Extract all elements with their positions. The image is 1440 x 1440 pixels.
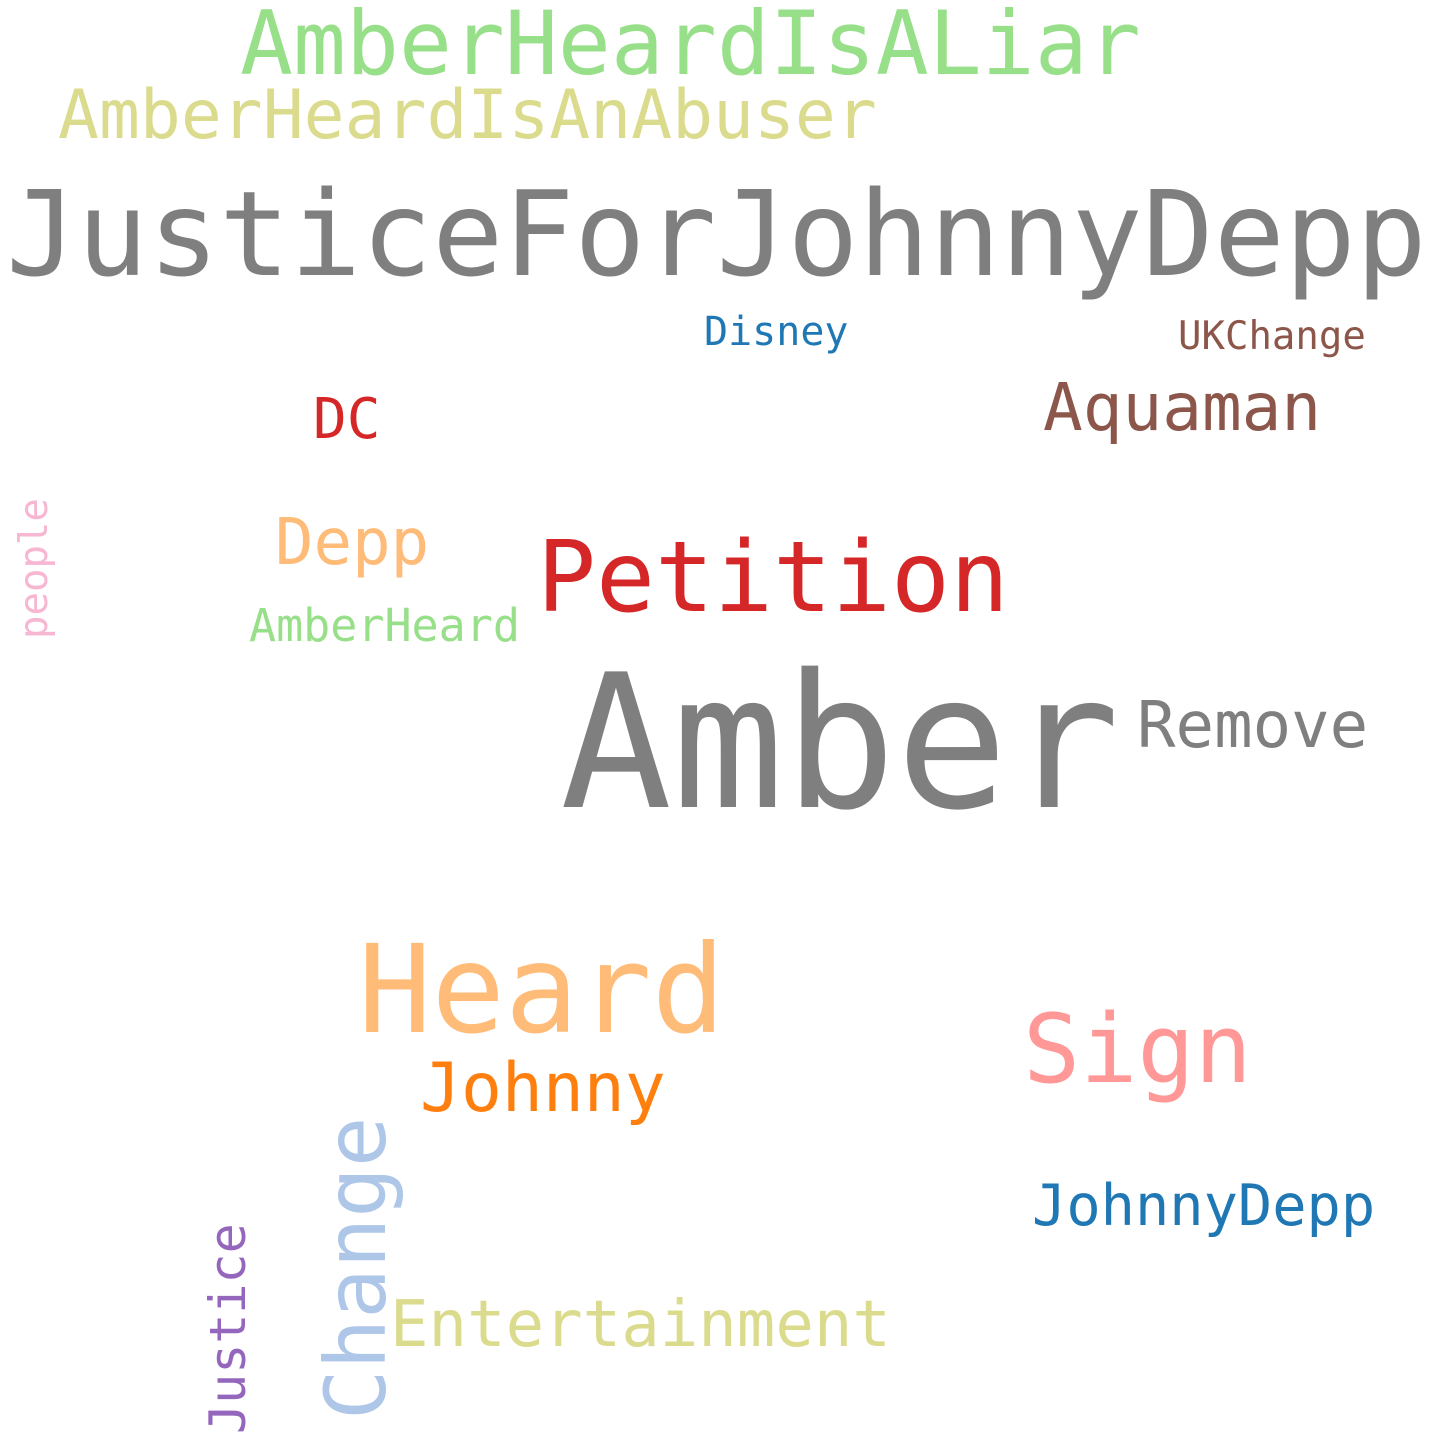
word-disney: Disney xyxy=(704,309,849,355)
word-amberheardisaliar: AmberHeardIsALiar xyxy=(240,0,1141,95)
word-johnny: Johnny xyxy=(420,1049,666,1128)
word-entertainment: Entertainment xyxy=(390,1288,891,1362)
word-amberheard: AmberHeard xyxy=(249,599,520,652)
word-aquaman: Aquaman xyxy=(1043,369,1322,446)
word-depp: Depp xyxy=(275,506,430,580)
word-people: people xyxy=(12,498,57,639)
word-sign: Sign xyxy=(1023,995,1252,1105)
word-justiceforjohnnydepp: JusticeForJohnnyDepp xyxy=(6,165,1427,303)
word-petition: Petition xyxy=(537,521,1010,635)
word-heard: Heard xyxy=(358,919,726,1061)
word-remove: Remove xyxy=(1137,689,1369,763)
word-ukchange: UKChange xyxy=(1178,314,1366,359)
word-amber: Amber xyxy=(560,634,1120,851)
word-change: Change xyxy=(307,1116,405,1420)
word-dc: DC xyxy=(313,387,381,452)
word-amberheardisanabuser: AmberHeardIsAnAbuser xyxy=(58,76,877,155)
word-johnnydepp: JohnnyDepp xyxy=(1032,1173,1376,1239)
word-justice: Justice xyxy=(199,1223,257,1434)
